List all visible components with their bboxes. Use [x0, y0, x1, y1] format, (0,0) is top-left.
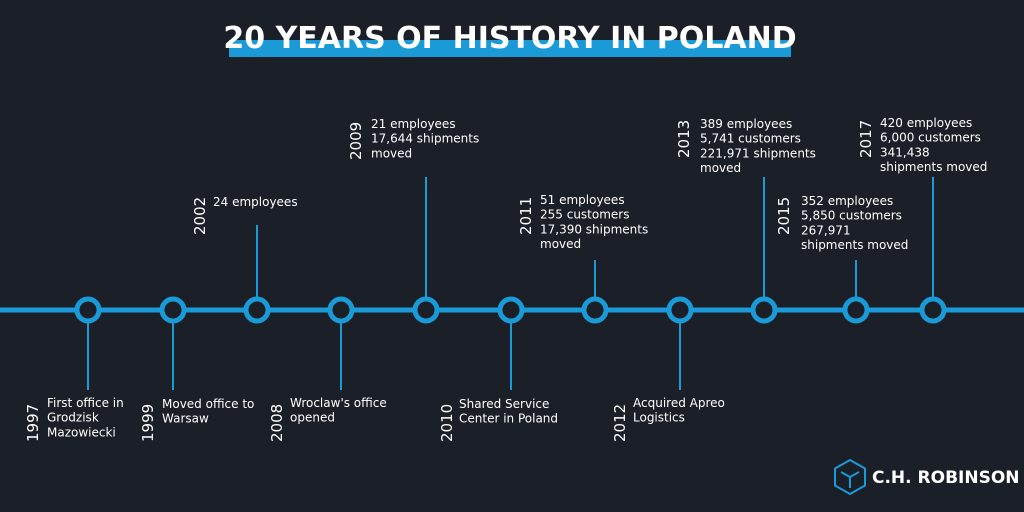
title: 20 YEARS OF HISTORY IN POLAND [223, 21, 796, 56]
event-text: 24 employees [213, 195, 298, 209]
event-text: moved [371, 146, 412, 160]
year: 1997 [24, 404, 42, 442]
event-text: Logistics [633, 411, 685, 425]
milestone [74, 296, 102, 324]
event-text: 420 employees [880, 116, 972, 130]
milestone [919, 296, 947, 324]
milestone [750, 296, 778, 324]
event-text: 17,390 shipments [540, 222, 648, 236]
event-text: opened [290, 411, 335, 425]
event-text: 21 employees [371, 117, 456, 131]
event-text: Mazowiecki [47, 425, 116, 439]
event-text: moved [540, 237, 581, 251]
year: 2015 [775, 197, 793, 235]
event-text: 255 customers [540, 208, 629, 222]
event-text: First office in [47, 396, 124, 410]
year: 2010 [438, 404, 456, 442]
event-text: 352 employees [801, 194, 893, 208]
event-text: 221,971 shipments [700, 146, 816, 160]
event-text: 5,850 customers [801, 209, 902, 223]
milestone [666, 296, 694, 324]
year: 2011 [517, 197, 535, 235]
event-text: Warsaw [162, 412, 209, 426]
event-text: Grodzisk [47, 411, 99, 425]
milestone [243, 296, 271, 324]
event-text: 341,438 [880, 145, 930, 159]
event-text: shipments moved [801, 238, 908, 252]
milestone [497, 296, 525, 324]
event-text: Acquired Apreo [633, 396, 725, 410]
year: 2017 [857, 120, 875, 158]
year: 2008 [268, 404, 286, 442]
event-text: Moved office to [162, 397, 254, 411]
milestone [159, 296, 187, 324]
milestone [581, 296, 609, 324]
event-text: shipments moved [880, 160, 987, 174]
event-text: Center in Poland [459, 412, 558, 426]
event-text: 389 employees [700, 117, 792, 131]
milestone [412, 296, 440, 324]
milestone [327, 296, 355, 324]
year: 2013 [675, 120, 693, 158]
event-text: 17,644 shipments [371, 132, 479, 146]
year: 2002 [191, 197, 209, 235]
year: 2009 [347, 122, 365, 160]
event-text: moved [700, 161, 741, 175]
year: 1999 [139, 404, 157, 442]
event-text: 51 employees [540, 193, 625, 207]
logo-icon [834, 458, 866, 496]
milestone [842, 296, 870, 324]
logo-text: C.H. ROBINSON [872, 468, 1020, 488]
title-highlight [229, 40, 791, 57]
year: 2012 [611, 404, 629, 442]
event-text: 267,971 [801, 223, 851, 237]
event-text: 6,000 customers [880, 131, 981, 145]
event-text: 5,741 customers [700, 132, 801, 146]
event-text: Wroclaw's office [290, 396, 387, 410]
event-text: Shared Service [459, 397, 549, 411]
